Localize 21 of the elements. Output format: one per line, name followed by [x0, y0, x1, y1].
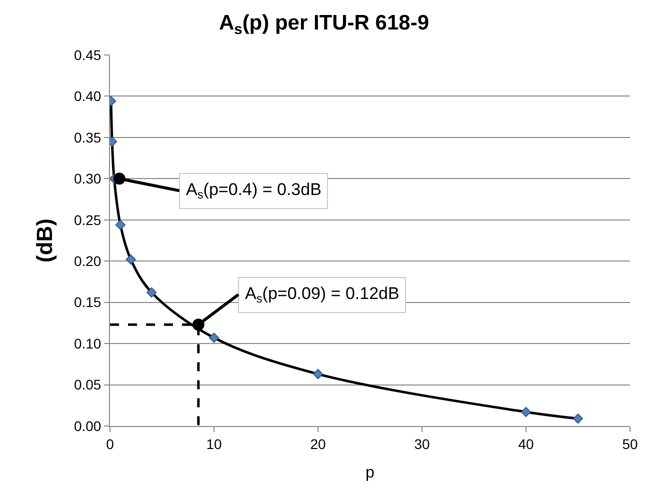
annotation: A$_{s}$(p=0.4) = 0.3dB [186, 180, 322, 202]
annotation: A$_{s}$(p=0.09) = 0.12dB [245, 284, 400, 306]
x-tick-label: 30 [414, 436, 430, 452]
x-tick-label: 0 [106, 436, 114, 452]
y-axis-title: (dB) [32, 218, 57, 262]
x-axis-title: p [366, 464, 375, 482]
x-tick-label: 10 [206, 436, 222, 452]
y-tick-label: 0.10 [74, 335, 102, 352]
y-tick-label: 0.35 [74, 129, 102, 146]
y-tick-label: 0.00 [74, 418, 102, 434]
y-tick-label: 0.30 [74, 170, 102, 187]
x-tick-label: 40 [518, 436, 534, 452]
y-tick-label: 0.40 [74, 88, 102, 104]
x-tick-label: 50 [622, 436, 638, 452]
y-tick-label: 0.25 [74, 212, 102, 228]
chart-title: A$_{s}$(p) per ITU-R 618-9 [218, 12, 430, 38]
x-tick-label: 20 [310, 436, 326, 452]
y-tick-label: 0.20 [74, 253, 102, 270]
y-tick-label: 0.05 [74, 376, 102, 393]
y-tick-label: 0.45 [74, 46, 102, 63]
y-tick-label: 0.15 [74, 294, 102, 310]
